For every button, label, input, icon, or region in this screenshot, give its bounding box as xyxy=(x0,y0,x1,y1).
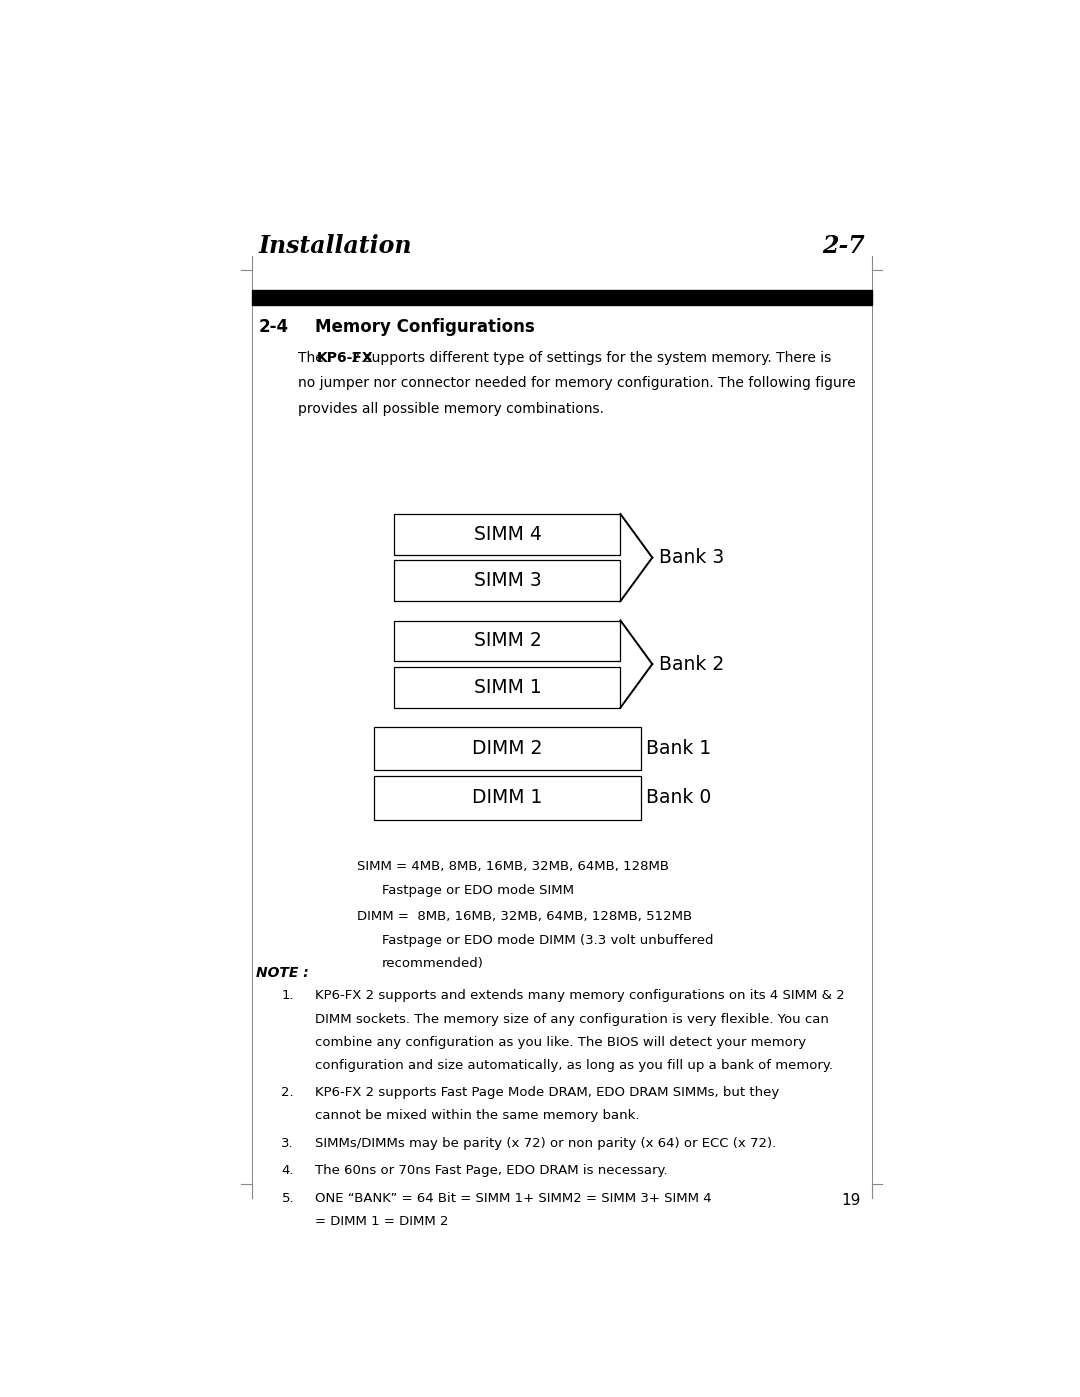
Text: KP6-FX: KP6-FX xyxy=(316,351,374,365)
Text: 19: 19 xyxy=(841,1193,861,1208)
Text: Fastpage or EDO mode SIMM: Fastpage or EDO mode SIMM xyxy=(382,884,573,897)
Bar xyxy=(394,666,620,708)
Text: The 60ns or 70ns Fast Page, EDO DRAM is necessary.: The 60ns or 70ns Fast Page, EDO DRAM is … xyxy=(315,1164,667,1178)
Text: recommended): recommended) xyxy=(382,957,484,970)
Text: Bank 0: Bank 0 xyxy=(646,788,711,807)
Text: KP6-FX 2 supports and extends many memory configurations on its 4 SIMM & 2: KP6-FX 2 supports and extends many memor… xyxy=(315,989,845,1003)
Text: DIMM 2: DIMM 2 xyxy=(472,739,542,759)
Text: = DIMM 1 = DIMM 2: = DIMM 1 = DIMM 2 xyxy=(315,1215,448,1228)
Text: Installation: Installation xyxy=(259,235,413,258)
Text: DIMM 1: DIMM 1 xyxy=(472,788,542,807)
Text: SIMM 4: SIMM 4 xyxy=(473,525,541,543)
Text: 2-4: 2-4 xyxy=(259,319,289,337)
Bar xyxy=(374,726,642,770)
Text: no jumper nor connector needed for memory configuration. The following figure: no jumper nor connector needed for memor… xyxy=(298,376,856,390)
Text: NOTE :: NOTE : xyxy=(256,965,309,979)
Text: DIMM =  8MB, 16MB, 32MB, 64MB, 128MB, 512MB: DIMM = 8MB, 16MB, 32MB, 64MB, 128MB, 512… xyxy=(356,909,692,923)
Text: Memory Configurations: Memory Configurations xyxy=(315,319,535,337)
Text: 1.: 1. xyxy=(282,989,294,1003)
Text: 2 supports different type of settings for the system memory. There is: 2 supports different type of settings fo… xyxy=(348,351,832,365)
Bar xyxy=(394,560,620,601)
Text: provides all possible memory combinations.: provides all possible memory combination… xyxy=(298,402,604,416)
Text: SIMM 3: SIMM 3 xyxy=(474,571,541,590)
Bar xyxy=(394,620,620,661)
Text: Bank 3: Bank 3 xyxy=(659,548,725,567)
Bar xyxy=(374,777,642,820)
Text: The: The xyxy=(298,351,328,365)
Text: Bank 1: Bank 1 xyxy=(646,739,711,759)
Text: SIMM 2: SIMM 2 xyxy=(474,631,541,651)
Text: ONE “BANK” = 64 Bit = SIMM 1+ SIMM2 = SIMM 3+ SIMM 4: ONE “BANK” = 64 Bit = SIMM 1+ SIMM2 = SI… xyxy=(315,1192,712,1204)
Text: 3.: 3. xyxy=(282,1137,294,1150)
Text: KP6-FX 2 supports Fast Page Mode DRAM, EDO DRAM SIMMs, but they: KP6-FX 2 supports Fast Page Mode DRAM, E… xyxy=(315,1087,779,1099)
Text: DIMM sockets. The memory size of any configuration is very flexible. You can: DIMM sockets. The memory size of any con… xyxy=(315,1013,828,1025)
Text: combine any configuration as you like. The BIOS will detect your memory: combine any configuration as you like. T… xyxy=(315,1035,806,1049)
Text: SIMM = 4MB, 8MB, 16MB, 32MB, 64MB, 128MB: SIMM = 4MB, 8MB, 16MB, 32MB, 64MB, 128MB xyxy=(356,861,669,873)
Text: 5.: 5. xyxy=(282,1192,294,1204)
Text: 4.: 4. xyxy=(282,1164,294,1178)
Text: Bank 2: Bank 2 xyxy=(659,655,725,673)
Bar xyxy=(394,514,620,555)
Text: Fastpage or EDO mode DIMM (3.3 volt unbuffered: Fastpage or EDO mode DIMM (3.3 volt unbu… xyxy=(382,933,714,947)
Text: configuration and size automatically, as long as you fill up a bank of memory.: configuration and size automatically, as… xyxy=(315,1059,833,1071)
Text: 2.: 2. xyxy=(282,1087,294,1099)
Bar xyxy=(253,291,872,306)
Text: SIMM 1: SIMM 1 xyxy=(474,678,541,697)
Text: cannot be mixed within the same memory bank.: cannot be mixed within the same memory b… xyxy=(315,1109,639,1122)
Text: 2-7: 2-7 xyxy=(822,235,865,258)
Text: SIMMs/DIMMs may be parity (x 72) or non parity (x 64) or ECC (x 72).: SIMMs/DIMMs may be parity (x 72) or non … xyxy=(315,1137,777,1150)
